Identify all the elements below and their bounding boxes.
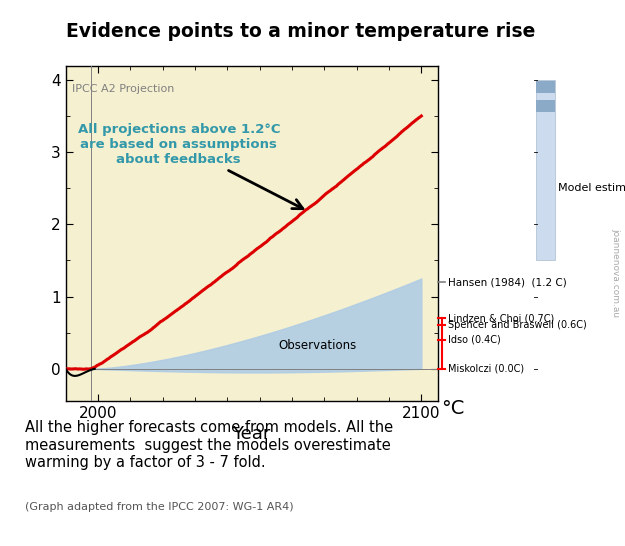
Text: Miskolczi (0.0C): Miskolczi (0.0C) [448,364,524,374]
Bar [536,100,555,112]
Text: Observations: Observations [279,339,357,352]
Text: Idso (0.4C): Idso (0.4C) [448,335,500,345]
Text: °C: °C [441,399,464,418]
Text: IPCC A2 Projection: IPCC A2 Projection [72,84,174,93]
Text: All projections above 1.2°C
are based on assumptions
about feedbacks: All projections above 1.2°C are based on… [78,123,303,209]
Text: Hansen (1984)  (1.2 C): Hansen (1984) (1.2 C) [448,277,566,287]
Bar [536,80,555,260]
X-axis label: Year: Year [232,425,271,443]
Text: joannenova.com.au: joannenova.com.au [611,228,620,318]
Bar [536,81,555,93]
Text: Model estimates: Model estimates [559,183,625,193]
Text: Lindzen & Choi (0.7C): Lindzen & Choi (0.7C) [448,313,554,323]
Text: All the higher forecasts come from models. All the
measurements  suggest the mod: All the higher forecasts come from model… [25,420,393,470]
Text: Evidence points to a minor temperature rise: Evidence points to a minor temperature r… [66,22,535,41]
Text: Spencer and Braswell (0.6C): Spencer and Braswell (0.6C) [448,321,586,330]
Text: (Graph adapted from the IPCC 2007: WG-1 AR4): (Graph adapted from the IPCC 2007: WG-1 … [25,502,294,512]
